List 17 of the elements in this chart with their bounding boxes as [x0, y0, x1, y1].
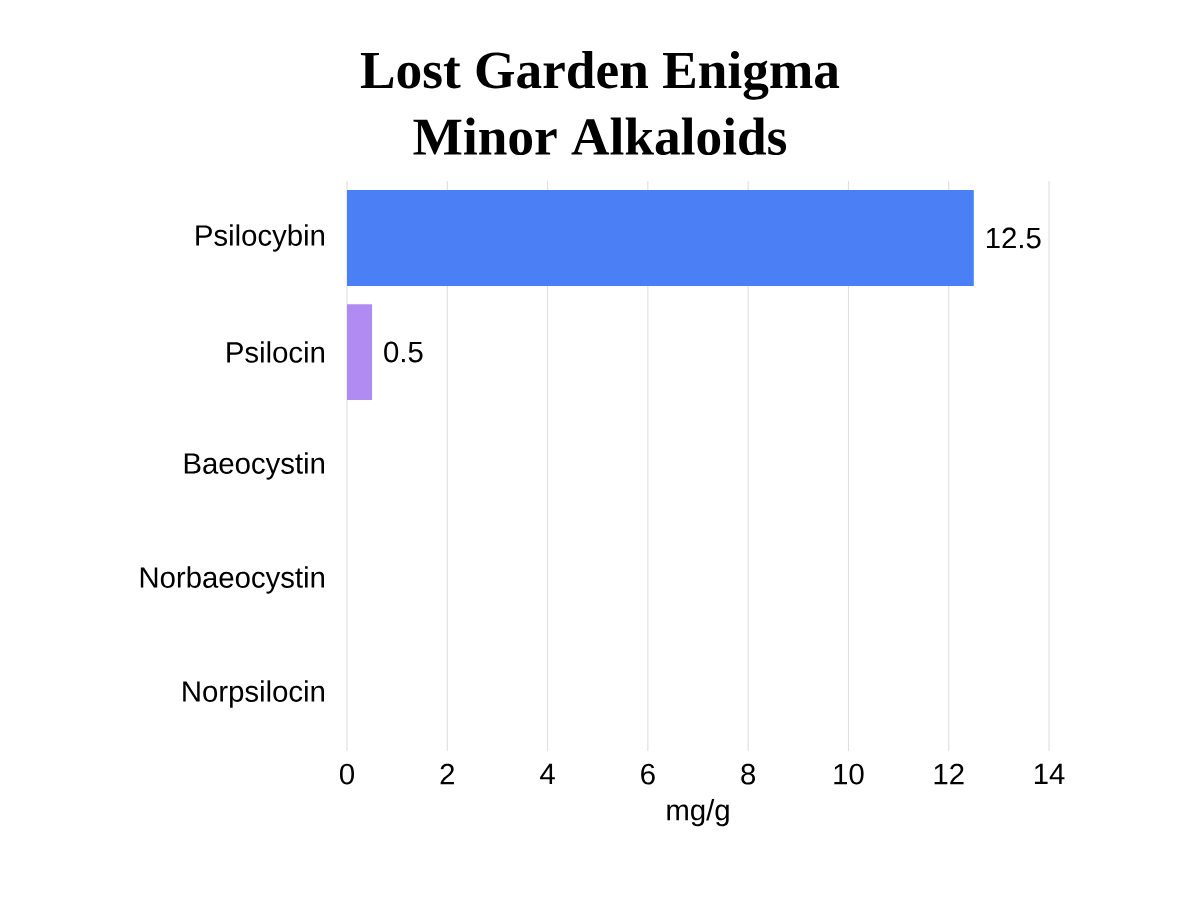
x-tick-label: 0 [339, 763, 354, 785]
x-axis-title: mg/g [667, 798, 729, 827]
y-tick-label: Psilocin [227, 341, 325, 363]
x-tick-label: 14 [1034, 763, 1065, 784]
x-tick-label: 8 [741, 763, 756, 785]
x-tick-label: 4 [540, 763, 555, 784]
x-tick-label: 6 [641, 763, 655, 785]
x-tick-label: 10 [834, 763, 864, 785]
y-tick-label: Baeocystin [184, 452, 325, 480]
x-tick-label: 12 [934, 763, 964, 785]
y-tick-label: Norpsilocin [183, 680, 324, 708]
data-label: 12.5 [986, 227, 1041, 249]
data-label: 0.5 [384, 341, 423, 363]
chart-title: Lost Garden Enigma Minor Alkaloids [360, 50, 840, 156]
x-tick-label: 2 [440, 763, 454, 785]
y-tick-label: Norbaeocystin [140, 566, 324, 594]
y-tick-label: Psilocybin [196, 224, 324, 252]
